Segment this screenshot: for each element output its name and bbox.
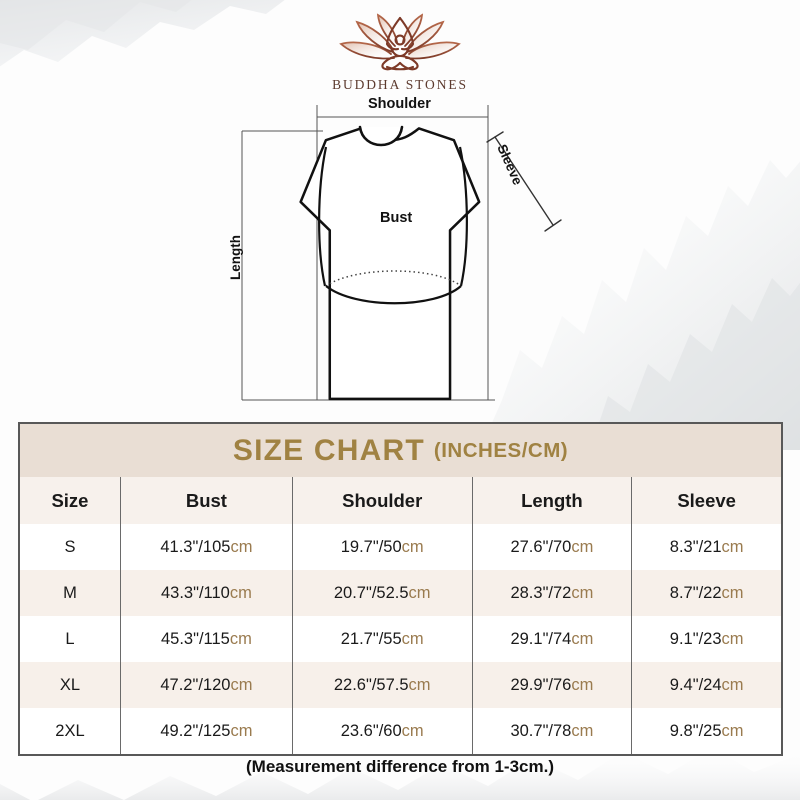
cell-sleeve-value: 8.7"/22 <box>669 583 722 602</box>
cell-size: L <box>20 616 121 662</box>
cell-length-value: 29.9"/76 <box>510 675 572 694</box>
cell-sleeve-value: 8.3"/21 <box>669 537 722 556</box>
tshirt-measurement-diagram: Shoulder Bust Sleeve Length <box>195 95 595 415</box>
cell-sleeve-value: 9.4"/24 <box>669 675 722 694</box>
cell-size: XL <box>20 662 121 708</box>
table-row: XL 47.2"/120cm 22.6"/57.5cm 29.9"/76cm 9… <box>20 662 781 708</box>
cell-length: 28.3"/72cm <box>471 570 632 616</box>
size-chart-table: Size Bust Shoulder Length Sleeve S 41.3"… <box>20 477 781 754</box>
cell-bust-value: 47.2"/120 <box>160 675 231 694</box>
cell-sleeve: 9.4"/24cm <box>631 662 781 708</box>
cell-length-unit: cm <box>571 675 594 694</box>
cell-sleeve-unit: cm <box>721 583 744 602</box>
measurement-footnote: (Measurement difference from 1-3cm.) <box>246 757 554 776</box>
cell-sleeve-unit: cm <box>721 537 744 556</box>
diagram-label-bust: Bust <box>380 210 413 226</box>
cell-length: 29.1"/74cm <box>471 616 632 662</box>
column-header-sleeve: Sleeve <box>631 477 781 524</box>
cell-shoulder: 22.6"/57.5cm <box>291 662 473 708</box>
table-row: 2XL 49.2"/125cm 23.6"/60cm 30.7"/78cm 9.… <box>20 708 781 754</box>
cell-length-unit: cm <box>571 629 594 648</box>
cell-length: 27.6"/70cm <box>471 524 632 570</box>
cell-length-unit: cm <box>571 721 594 740</box>
cell-bust: 47.2"/120cm <box>119 662 293 708</box>
cell-bust-unit: cm <box>230 675 253 694</box>
table-row: S 41.3"/105cm 19.7"/50cm 27.6"/70cm 8.3"… <box>20 524 781 570</box>
cell-bust-value: 41.3"/105 <box>160 537 231 556</box>
cell-sleeve-unit: cm <box>721 675 744 694</box>
column-header-bust: Bust <box>119 477 293 524</box>
cell-sleeve-value: 9.8"/25 <box>669 721 722 740</box>
cell-sleeve: 8.7"/22cm <box>631 570 781 616</box>
cell-bust-value: 43.3"/110 <box>160 583 230 602</box>
cell-shoulder-value: 20.7"/52.5 <box>333 583 409 602</box>
cell-bust: 45.3"/115cm <box>119 616 293 662</box>
cell-shoulder: 21.7"/55cm <box>291 616 473 662</box>
cell-bust-value: 45.3"/115 <box>160 629 230 648</box>
tshirt-illustration <box>241 105 562 401</box>
brand-logo: BUDDHA STONES <box>0 12 800 93</box>
lotus-meditation-figure-icon <box>339 13 461 71</box>
cell-shoulder: 23.6"/60cm <box>291 708 473 754</box>
cell-shoulder-unit: cm <box>408 675 431 694</box>
cell-length-unit: cm <box>571 583 594 602</box>
cell-bust-value: 49.2"/125 <box>160 721 231 740</box>
cell-length-value: 28.3"/72 <box>510 583 572 602</box>
table-row: L 45.3"/115cm 21.7"/55cm 29.1"/74cm 9.1"… <box>20 616 781 662</box>
table-row: M 43.3"/110cm 20.7"/52.5cm 28.3"/72cm 8.… <box>20 570 781 616</box>
column-header-length: Length <box>471 477 632 524</box>
cell-bust-unit: cm <box>229 583 252 602</box>
column-header-size: Size <box>20 477 121 524</box>
cell-length-value: 27.6"/70 <box>510 537 572 556</box>
cell-length-value: 29.1"/74 <box>510 629 572 648</box>
cell-sleeve-unit: cm <box>721 629 744 648</box>
cell-shoulder: 20.7"/52.5cm <box>291 570 473 616</box>
cell-length-unit: cm <box>571 537 594 556</box>
cell-bust-unit: cm <box>229 629 252 648</box>
cell-bust: 43.3"/110cm <box>119 570 293 616</box>
cell-shoulder-unit: cm <box>401 721 424 740</box>
cell-size: 2XL <box>20 708 121 754</box>
size-chart-title: SIZE CHART <box>232 433 425 467</box>
brand-name: BUDDHA STONES <box>332 77 468 92</box>
cell-shoulder-value: 22.6"/57.5 <box>333 675 409 694</box>
cell-bust: 41.3"/105cm <box>119 524 293 570</box>
cell-shoulder-value: 23.6"/60 <box>340 721 402 740</box>
cell-shoulder-unit: cm <box>401 537 424 556</box>
diagram-label-length: Length <box>228 235 243 280</box>
diagram-label-shoulder: Shoulder <box>368 96 431 112</box>
cell-sleeve: 8.3"/21cm <box>631 524 781 570</box>
table-header-row: Size Bust Shoulder Length Sleeve <box>20 477 781 524</box>
cell-length-value: 30.7"/78 <box>510 721 572 740</box>
cell-sleeve-unit: cm <box>721 721 744 740</box>
cell-bust-unit: cm <box>230 721 253 740</box>
cell-bust-unit: cm <box>230 537 253 556</box>
column-header-shoulder: Shoulder <box>291 477 473 524</box>
cell-shoulder-value: 19.7"/50 <box>340 537 402 556</box>
cell-size: M <box>20 570 121 616</box>
cell-sleeve: 9.8"/25cm <box>631 708 781 754</box>
size-chart-title-band: SIZE CHART (INCHES/CM) <box>20 424 781 477</box>
cell-bust: 49.2"/125cm <box>119 708 293 754</box>
cell-sleeve: 9.1"/23cm <box>631 616 781 662</box>
cell-size: S <box>20 524 121 570</box>
size-chart-title-units: (INCHES/CM) <box>433 438 569 462</box>
size-chart-card: SIZE CHART (INCHES/CM) Size Bust Shoulde… <box>18 422 783 756</box>
cell-shoulder: 19.7"/50cm <box>291 524 473 570</box>
cell-length: 29.9"/76cm <box>471 662 632 708</box>
cell-shoulder-unit: cm <box>408 583 431 602</box>
cell-length: 30.7"/78cm <box>471 708 632 754</box>
cell-sleeve-value: 9.1"/23 <box>669 629 722 648</box>
cell-shoulder-value: 21.7"/55 <box>340 629 402 648</box>
cell-shoulder-unit: cm <box>401 629 424 648</box>
